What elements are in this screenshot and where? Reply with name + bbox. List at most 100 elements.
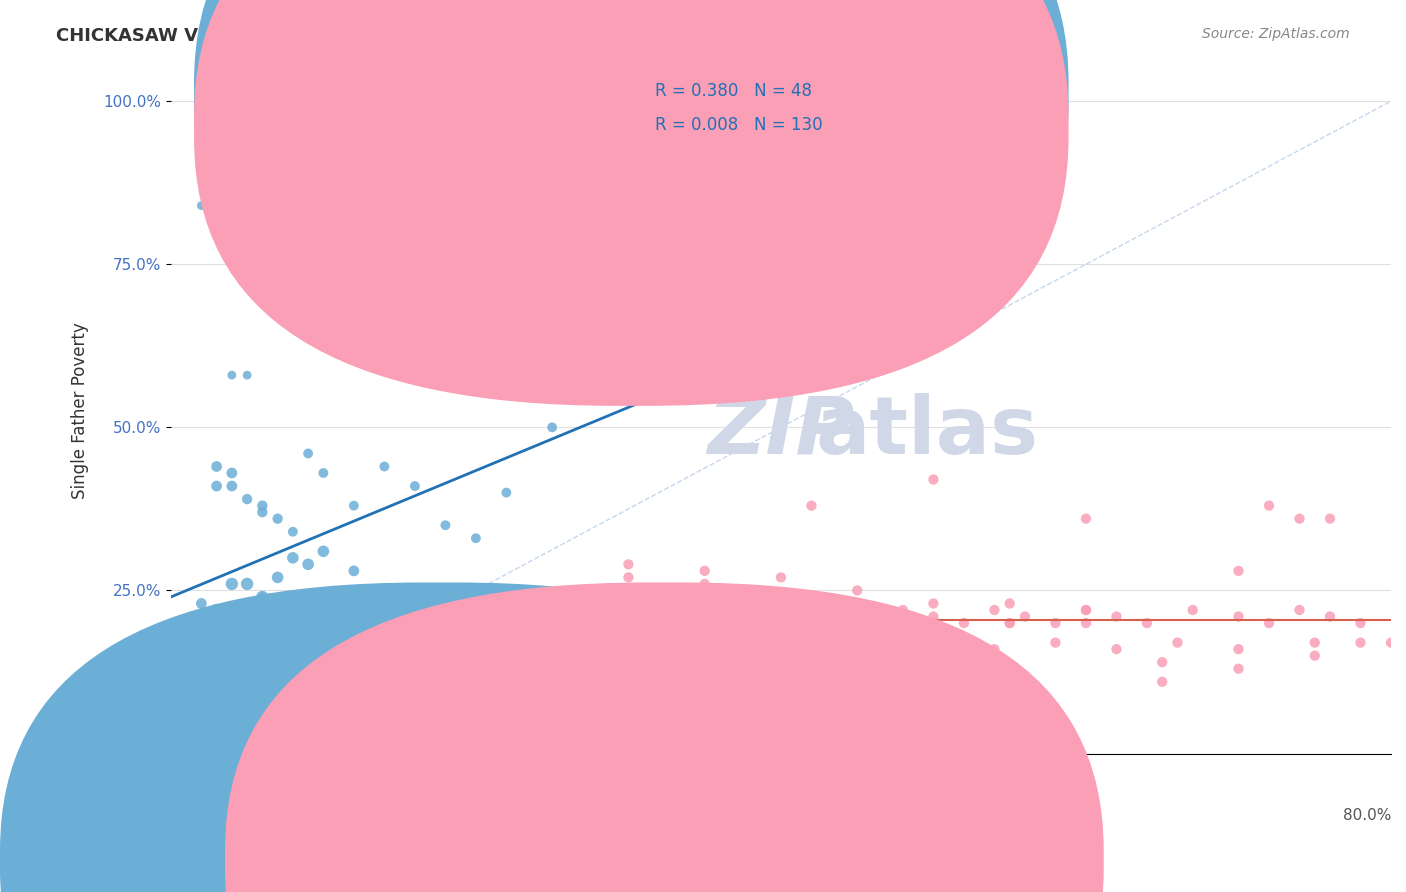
Point [343,499,366,513]
Text: CHICKASAW VS IMMIGRANTS FROM LATIN AMERICA SINGLE FATHER POVERTY CORRELATION CHA: CHICKASAW VS IMMIGRANTS FROM LATIN AMERI… [56,27,1059,45]
Point [998,597,1021,611]
Point [479,609,502,624]
Point [617,615,640,630]
Point [359,635,381,649]
Point [434,642,457,657]
Point [1045,615,1067,630]
Point [266,570,288,584]
Point [221,479,243,493]
Point [190,597,212,611]
Point [526,635,548,649]
Point [1074,603,1097,617]
Text: R = 0.380   N = 48: R = 0.380 N = 48 [655,82,813,100]
Point [450,635,472,649]
Point [281,524,304,539]
Y-axis label: Single Father Poverty: Single Father Poverty [72,323,89,500]
Point [1227,609,1250,624]
Point [343,615,366,630]
Point [586,635,609,649]
Point [419,583,441,598]
Point [800,499,823,513]
Point [419,615,441,630]
Point [221,635,243,649]
Point [1166,635,1188,649]
Point [174,623,197,637]
Point [557,609,579,624]
Point [846,597,869,611]
Point [281,550,304,565]
Point [297,558,319,572]
Point [266,603,288,617]
Point [190,615,212,630]
Point [617,603,640,617]
Point [1074,511,1097,525]
Point [1074,603,1097,617]
Point [281,609,304,624]
Point [1181,603,1204,617]
Point [252,590,274,604]
Point [815,615,838,630]
Point [922,635,945,649]
Point [236,368,259,383]
Point [464,603,486,617]
Point [495,615,517,630]
Point [252,590,274,604]
Point [953,615,976,630]
Point [388,615,411,630]
Text: atlas: atlas [815,392,1039,471]
Point [862,642,884,657]
Point [388,603,411,617]
Text: 80.0%: 80.0% [1343,808,1391,823]
Point [526,609,548,624]
Point [1303,648,1326,663]
Point [769,642,792,657]
Point [557,609,579,624]
Point [526,603,548,617]
Point [862,615,884,630]
Point [1258,615,1281,630]
Point [1288,511,1310,525]
Point [373,642,395,657]
Point [419,635,441,649]
Point [1227,642,1250,657]
Point [312,466,335,480]
Point [571,603,593,617]
Point [693,609,716,624]
Point [998,615,1021,630]
Point [1136,615,1159,630]
Point [724,603,747,617]
Point [205,642,228,657]
Point [633,603,655,617]
Point [648,609,671,624]
Point [769,570,792,584]
Point [434,609,457,624]
Point [464,531,486,545]
Point [464,603,486,617]
Point [922,597,945,611]
Point [312,603,335,617]
Point [190,609,212,624]
Point [450,615,472,630]
Point [205,603,228,617]
Point [510,609,533,624]
Point [266,603,288,617]
Point [1045,635,1067,649]
Point [1014,609,1036,624]
Point [312,642,335,657]
Point [617,642,640,657]
Point [1319,609,1341,624]
Point [693,609,716,624]
Point [693,577,716,591]
Point [1379,635,1402,649]
Text: R = 0.008   N = 130: R = 0.008 N = 130 [655,116,823,134]
Point [846,583,869,598]
Point [785,609,807,624]
Point [252,603,274,617]
Text: 0.0%: 0.0% [172,808,209,823]
Point [922,473,945,487]
Text: Chickasaw: Chickasaw [494,846,575,861]
Point [328,609,350,624]
Point [359,603,381,617]
Point [1350,615,1372,630]
Point [205,479,228,493]
